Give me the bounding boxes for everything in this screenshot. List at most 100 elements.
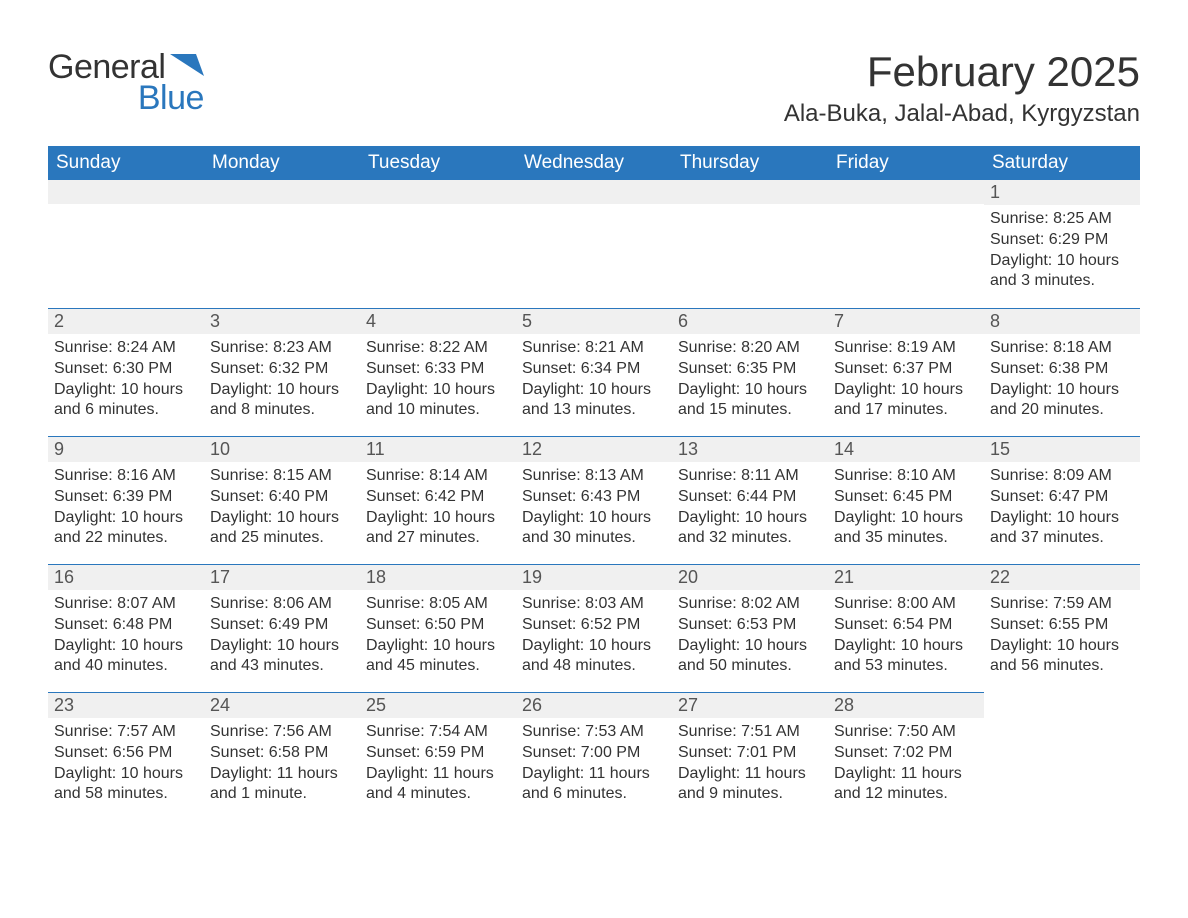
day-content: Sunrise: 8:25 AMSunset: 6:29 PMDaylight:… <box>984 205 1140 298</box>
day-number: 12 <box>516 436 672 462</box>
sunset-text: Sunset: 6:29 PM <box>990 230 1134 251</box>
sunrise-text: Sunrise: 8:07 AM <box>54 594 198 615</box>
day-number: 7 <box>828 308 984 334</box>
sunset-text: Sunset: 6:56 PM <box>54 743 198 764</box>
daylight-text: Daylight: 11 hours and 9 minutes. <box>678 764 822 806</box>
calendar-day-cell: 2Sunrise: 8:24 AMSunset: 6:30 PMDaylight… <box>48 308 204 436</box>
day-number: 3 <box>204 308 360 334</box>
daylight-text: Daylight: 10 hours and 32 minutes. <box>678 508 822 550</box>
day-content: Sunrise: 8:23 AMSunset: 6:32 PMDaylight:… <box>204 334 360 427</box>
sunset-text: Sunset: 6:59 PM <box>366 743 510 764</box>
daylight-text: Daylight: 10 hours and 50 minutes. <box>678 636 822 678</box>
weekday-header: Thursday <box>672 146 828 180</box>
daylight-text: Daylight: 10 hours and 6 minutes. <box>54 380 198 422</box>
day-content: Sunrise: 8:18 AMSunset: 6:38 PMDaylight:… <box>984 334 1140 427</box>
day-number: 26 <box>516 692 672 718</box>
sunrise-text: Sunrise: 8:10 AM <box>834 466 978 487</box>
sunset-text: Sunset: 6:35 PM <box>678 359 822 380</box>
daylight-text: Daylight: 11 hours and 1 minute. <box>210 764 354 806</box>
day-number: 18 <box>360 564 516 590</box>
sunrise-text: Sunrise: 7:54 AM <box>366 722 510 743</box>
day-content: Sunrise: 8:22 AMSunset: 6:33 PMDaylight:… <box>360 334 516 427</box>
sunset-text: Sunset: 6:45 PM <box>834 487 978 508</box>
daylight-text: Daylight: 10 hours and 10 minutes. <box>366 380 510 422</box>
location-subtitle: Ala-Buka, Jalal-Abad, Kyrgyzstan <box>784 100 1140 128</box>
calendar-day-cell: 5Sunrise: 8:21 AMSunset: 6:34 PMDaylight… <box>516 308 672 436</box>
daylight-text: Daylight: 10 hours and 48 minutes. <box>522 636 666 678</box>
sunset-text: Sunset: 6:52 PM <box>522 615 666 636</box>
day-content: Sunrise: 8:21 AMSunset: 6:34 PMDaylight:… <box>516 334 672 427</box>
calendar-day-cell: 28Sunrise: 7:50 AMSunset: 7:02 PMDayligh… <box>828 692 984 820</box>
day-number: 17 <box>204 564 360 590</box>
calendar-body: 1Sunrise: 8:25 AMSunset: 6:29 PMDaylight… <box>48 180 1140 820</box>
calendar-day-cell: 8Sunrise: 8:18 AMSunset: 6:38 PMDaylight… <box>984 308 1140 436</box>
calendar-week-row: 9Sunrise: 8:16 AMSunset: 6:39 PMDaylight… <box>48 436 1140 564</box>
daylight-text: Daylight: 10 hours and 15 minutes. <box>678 380 822 422</box>
sunset-text: Sunset: 6:42 PM <box>366 487 510 508</box>
sunrise-text: Sunrise: 8:11 AM <box>678 466 822 487</box>
day-content: Sunrise: 8:03 AMSunset: 6:52 PMDaylight:… <box>516 590 672 683</box>
day-number: 1 <box>984 180 1140 205</box>
empty-day-bar <box>516 180 672 204</box>
flag-icon <box>170 54 204 81</box>
daylight-text: Daylight: 10 hours and 17 minutes. <box>834 380 978 422</box>
sunrise-text: Sunrise: 8:16 AM <box>54 466 198 487</box>
calendar-day-cell: 9Sunrise: 8:16 AMSunset: 6:39 PMDaylight… <box>48 436 204 564</box>
daylight-text: Daylight: 10 hours and 13 minutes. <box>522 380 666 422</box>
day-number: 21 <box>828 564 984 590</box>
sunrise-text: Sunrise: 8:23 AM <box>210 338 354 359</box>
day-number: 15 <box>984 436 1140 462</box>
empty-day-bar <box>828 180 984 204</box>
sunset-text: Sunset: 6:58 PM <box>210 743 354 764</box>
sunset-text: Sunset: 6:53 PM <box>678 615 822 636</box>
day-content: Sunrise: 7:59 AMSunset: 6:55 PMDaylight:… <box>984 590 1140 683</box>
calendar-day-cell <box>672 180 828 308</box>
calendar-day-cell: 18Sunrise: 8:05 AMSunset: 6:50 PMDayligh… <box>360 564 516 692</box>
calendar-day-cell: 17Sunrise: 8:06 AMSunset: 6:49 PMDayligh… <box>204 564 360 692</box>
day-content: Sunrise: 8:09 AMSunset: 6:47 PMDaylight:… <box>984 462 1140 555</box>
day-number: 9 <box>48 436 204 462</box>
calendar-day-cell: 19Sunrise: 8:03 AMSunset: 6:52 PMDayligh… <box>516 564 672 692</box>
day-content: Sunrise: 8:05 AMSunset: 6:50 PMDaylight:… <box>360 590 516 683</box>
day-number: 14 <box>828 436 984 462</box>
calendar-week-row: 16Sunrise: 8:07 AMSunset: 6:48 PMDayligh… <box>48 564 1140 692</box>
sunrise-text: Sunrise: 7:57 AM <box>54 722 198 743</box>
calendar-week-row: 1Sunrise: 8:25 AMSunset: 6:29 PMDaylight… <box>48 180 1140 308</box>
calendar-day-cell: 26Sunrise: 7:53 AMSunset: 7:00 PMDayligh… <box>516 692 672 820</box>
day-number: 23 <box>48 692 204 718</box>
daylight-text: Daylight: 10 hours and 45 minutes. <box>366 636 510 678</box>
sunset-text: Sunset: 7:01 PM <box>678 743 822 764</box>
day-number: 11 <box>360 436 516 462</box>
day-number: 27 <box>672 692 828 718</box>
calendar-week-row: 2Sunrise: 8:24 AMSunset: 6:30 PMDaylight… <box>48 308 1140 436</box>
empty-day-bar <box>672 180 828 204</box>
daylight-text: Daylight: 10 hours and 22 minutes. <box>54 508 198 550</box>
day-content: Sunrise: 8:19 AMSunset: 6:37 PMDaylight:… <box>828 334 984 427</box>
sunrise-text: Sunrise: 8:21 AM <box>522 338 666 359</box>
day-content: Sunrise: 8:24 AMSunset: 6:30 PMDaylight:… <box>48 334 204 427</box>
calendar-day-cell: 6Sunrise: 8:20 AMSunset: 6:35 PMDaylight… <box>672 308 828 436</box>
header: General Blue February 2025 Ala-Buka, Jal… <box>48 48 1140 128</box>
day-number: 19 <box>516 564 672 590</box>
daylight-text: Daylight: 10 hours and 35 minutes. <box>834 508 978 550</box>
sunrise-text: Sunrise: 7:59 AM <box>990 594 1134 615</box>
calendar-day-cell <box>360 180 516 308</box>
sunrise-text: Sunrise: 8:15 AM <box>210 466 354 487</box>
day-content: Sunrise: 7:50 AMSunset: 7:02 PMDaylight:… <box>828 718 984 811</box>
sunset-text: Sunset: 6:33 PM <box>366 359 510 380</box>
title-block: February 2025 Ala-Buka, Jalal-Abad, Kyrg… <box>784 48 1140 128</box>
daylight-text: Daylight: 10 hours and 8 minutes. <box>210 380 354 422</box>
calendar-day-cell: 15Sunrise: 8:09 AMSunset: 6:47 PMDayligh… <box>984 436 1140 564</box>
sunrise-text: Sunrise: 7:50 AM <box>834 722 978 743</box>
weekday-header: Tuesday <box>360 146 516 180</box>
calendar-day-cell <box>48 180 204 308</box>
day-number: 22 <box>984 564 1140 590</box>
day-content: Sunrise: 8:07 AMSunset: 6:48 PMDaylight:… <box>48 590 204 683</box>
sunrise-text: Sunrise: 8:09 AM <box>990 466 1134 487</box>
day-content: Sunrise: 7:56 AMSunset: 6:58 PMDaylight:… <box>204 718 360 811</box>
day-content: Sunrise: 7:54 AMSunset: 6:59 PMDaylight:… <box>360 718 516 811</box>
day-number: 4 <box>360 308 516 334</box>
daylight-text: Daylight: 10 hours and 53 minutes. <box>834 636 978 678</box>
daylight-text: Daylight: 11 hours and 4 minutes. <box>366 764 510 806</box>
sunrise-text: Sunrise: 7:56 AM <box>210 722 354 743</box>
